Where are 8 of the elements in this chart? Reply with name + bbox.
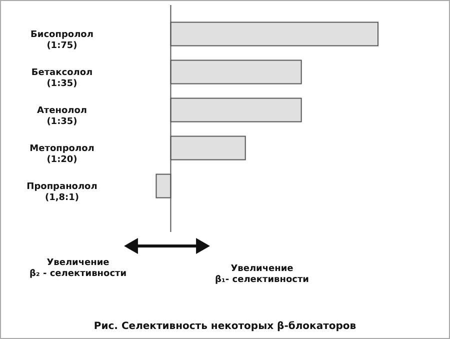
y-tick-label: Бетаксолол (1:35) <box>31 68 93 89</box>
text: Рис. Селективность некоторых β-блокаторов <box>94 321 356 332</box>
text: Увеличение β₁- селективности <box>215 264 309 285</box>
y-tick-label: Метопролол (1:20) <box>30 144 94 165</box>
text: Увеличение β₂ - селективности <box>29 258 127 279</box>
y-tick-label: Бисопролол (1:75) <box>30 30 94 51</box>
y-tick-label: Пропранолол (1,8:1) <box>26 182 98 203</box>
y-tick-label: Атенолол (1:35) <box>36 106 88 127</box>
